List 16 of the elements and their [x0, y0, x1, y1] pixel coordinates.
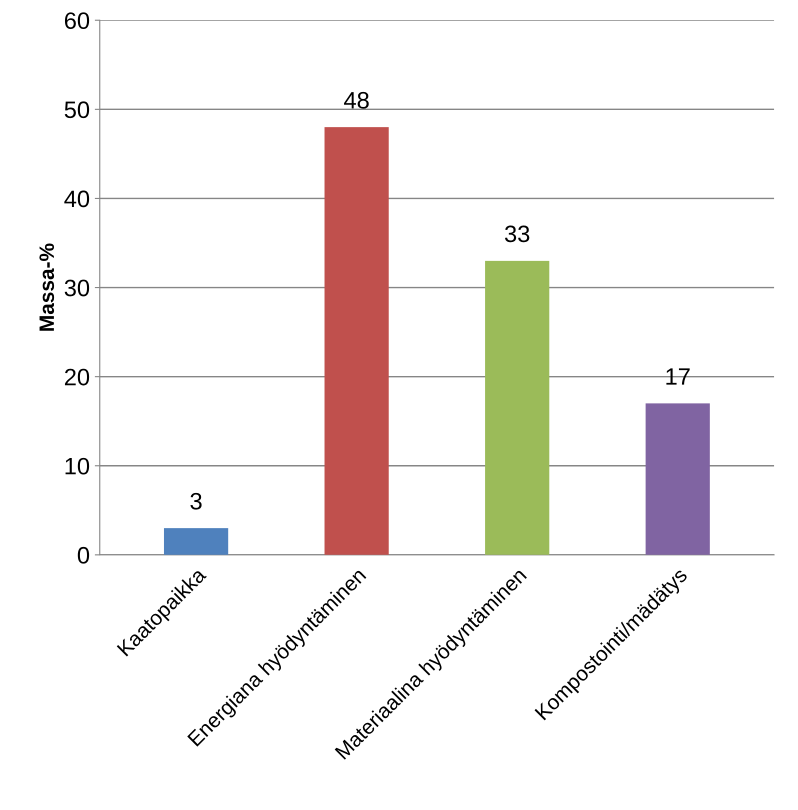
- data-label: 17: [666, 368, 690, 385]
- data-label: 48: [344, 92, 369, 109]
- y-axis-title: Massa-%: [39, 244, 54, 331]
- bar: [324, 127, 389, 555]
- bar: [646, 403, 710, 555]
- data-label: 3: [190, 492, 202, 510]
- y-tick-label: 40: [64, 190, 90, 208]
- bar: [485, 260, 550, 555]
- y-tick-label: 50: [64, 101, 90, 118]
- y-tick-label: 0: [78, 546, 90, 564]
- y-tick-label: 30: [64, 280, 90, 296]
- bar: [164, 528, 228, 555]
- y-tick-label: 60: [64, 12, 90, 30]
- y-tick-label: 10: [66, 458, 90, 475]
- y-tick-label: 20: [64, 368, 90, 386]
- data-label: 33: [504, 226, 530, 242]
